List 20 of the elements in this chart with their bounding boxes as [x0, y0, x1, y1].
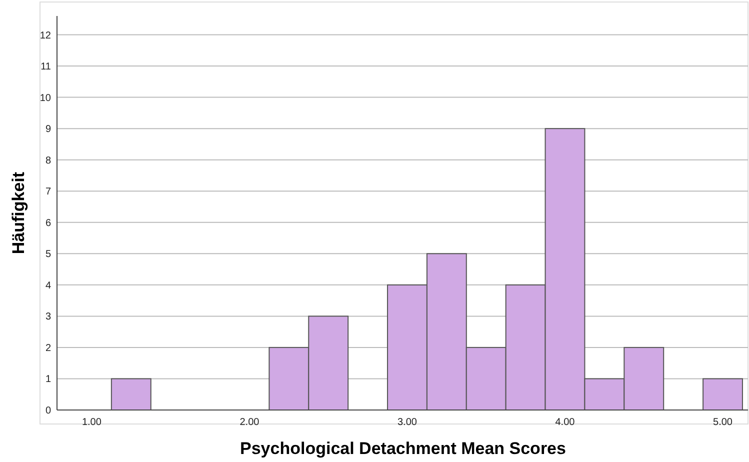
x-tick-label: 2.00	[240, 417, 260, 428]
y-tick-label: 10	[40, 92, 52, 104]
y-tick-label: 2	[45, 342, 52, 354]
x-axis-title: Psychological Detachment Mean Scores	[240, 439, 566, 458]
y-tick-label: 5	[45, 249, 52, 260]
y-tick-label: 4	[45, 280, 52, 292]
y-tick-label: 1	[45, 374, 52, 386]
x-tick-label: 1.00	[82, 417, 102, 428]
x-tick-label: 3.00	[398, 417, 418, 428]
y-tick-label: 8	[45, 155, 52, 166]
y-tick-label: 3	[45, 312, 52, 323]
y-tick-label: 12	[40, 30, 52, 42]
x-tick-label: 5.00	[713, 417, 733, 428]
y-tick-label: 0	[45, 406, 52, 416]
x-tick-label: 4.00	[555, 417, 576, 428]
y-tick-label: 7	[45, 186, 52, 198]
y-tick-label: 9	[45, 124, 52, 136]
y-tick-label: 11	[40, 62, 52, 73]
y-tick-label: 6	[45, 218, 52, 229]
y-axis-title: Häufigkeit	[9, 172, 28, 254]
